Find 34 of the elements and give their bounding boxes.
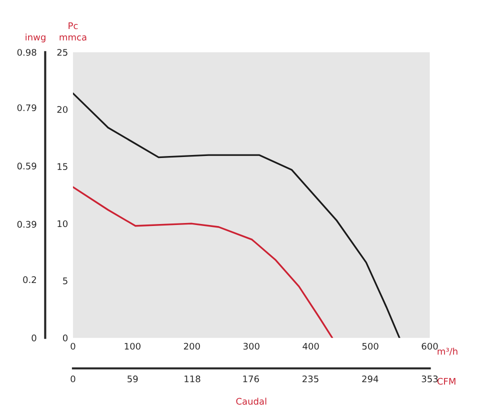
text: Pc [68,22,78,30]
x-tick-label: 500 [362,342,378,350]
x2-tick-label: 176 [243,375,259,382]
x2-tick-label: 235 [302,375,318,382]
x2-tick-label: 353 [422,375,438,382]
x2-tick-label: 294 [362,375,378,382]
y2-tick-label: 0 [32,334,36,342]
y-tick-label: 20 [57,106,68,113]
x-tick-label: 200 [184,342,200,350]
y2-tick-label: 0.79 [17,104,36,112]
y-tick-label: 0 [62,334,68,342]
x-tick-label: 300 [243,342,260,350]
y-tick-label: 25 [57,48,68,56]
y2-tick-label: 0.98 [17,48,36,56]
x-axis-title: m³/h [438,348,458,356]
x-tick-label: 600 [422,342,438,350]
y-tick-label: 10 [58,220,68,228]
x2-axis-title: CFM [437,378,456,385]
y2-tick-label: 0.2 [23,276,36,284]
x2-tick-label: 59 [128,375,138,382]
x-tick-label: 100 [124,342,140,350]
x-tick-label: 0 [70,342,76,350]
x2-tick-label: 0 [70,375,76,382]
text: Caudal [236,398,266,405]
y-axis-title: mmca [60,35,86,41]
y-tick-label: 15 [58,163,68,170]
x2-tick-label: 118 [184,375,200,382]
y2-axis-title: inwg [26,34,46,42]
line-series [72,186,334,338]
y2-tick-label: 0.59 [17,162,36,170]
y2-tick-label: 0.39 [17,220,36,228]
x-tick-label: 400 [302,342,319,350]
line-series [72,92,400,338]
y-tick-label: 5 [63,278,68,284]
